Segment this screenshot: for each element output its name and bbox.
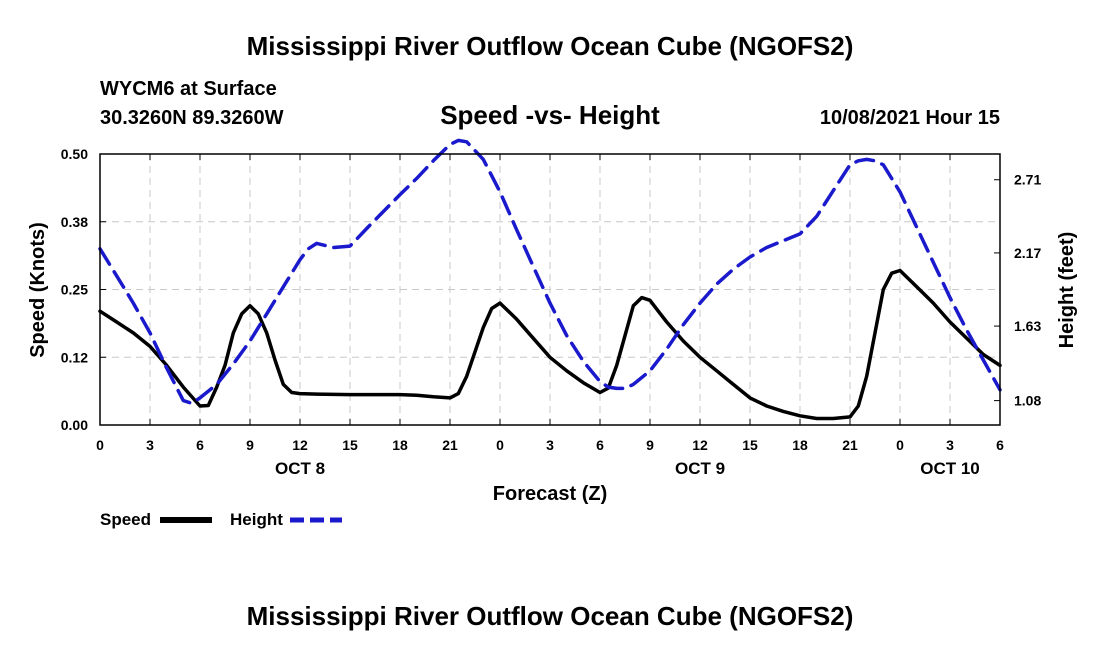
plot-frame [99, 153, 1001, 426]
station-label: WYCM6 at Surface [100, 78, 277, 100]
x-tick-label: 18 [392, 437, 408, 453]
x-tick-label: 6 [196, 437, 204, 453]
x-tick-label: 0 [96, 437, 104, 453]
x-tick-label: 15 [342, 437, 358, 453]
series-group [98, 138, 1002, 421]
x-tick-label: 9 [646, 437, 654, 453]
x-tick-label: 9 [246, 437, 254, 453]
y-tick-label: 0.00 [61, 417, 88, 433]
x-tick-label: 3 [546, 437, 554, 453]
date-label: OCT 8 [275, 459, 325, 478]
series-speed-line [98, 268, 1002, 421]
y-tick-label: 0.50 [61, 146, 88, 162]
x-tick-label: 3 [946, 437, 954, 453]
date-label: OCT 9 [675, 459, 725, 478]
date-label: OCT 10 [920, 459, 980, 478]
y2-axis-label: Height (feet) [1056, 232, 1078, 349]
x-axis-label: Forecast (Z) [493, 483, 607, 505]
bottom-title: Mississippi River Outflow Ocean Cube (NG… [247, 601, 854, 631]
x-tick-label: 6 [596, 437, 604, 453]
y-tick-label: 0.38 [61, 214, 88, 230]
series-height-line [98, 138, 1002, 406]
x-tick-label: 15 [742, 437, 758, 453]
x-tick-labels: 0 3 6 9 12 15 18 21 0 3 6 9 12 15 18 21 0 3 6 [96, 437, 1004, 453]
y-axis-label: Speed (Knots) [27, 222, 49, 358]
y2-tick-label: 2.71 [1014, 172, 1041, 188]
x-tick-label: 21 [442, 437, 458, 453]
x-tick-label: 0 [496, 437, 504, 453]
x-tick-label: 6 [996, 437, 1004, 453]
y2-tick-labels: 1.08 1.63 2.17 2.71 [1014, 172, 1041, 409]
legend-height-label: Height [230, 510, 283, 529]
y2-tick-label: 2.17 [1014, 245, 1041, 261]
coords-label: 30.3260N 89.3260W [100, 107, 284, 129]
date-labels: OCT 8 OCT 9 OCT 10 [275, 459, 980, 478]
y2-tick-label: 1.08 [1014, 393, 1041, 409]
legend: Speed Height [100, 510, 342, 529]
x-tick-label: 12 [292, 437, 308, 453]
x-tick-label: 0 [896, 437, 904, 453]
y-tick-label: 0.25 [61, 282, 88, 298]
x-tick-label: 21 [842, 437, 858, 453]
x-tick-label: 12 [692, 437, 708, 453]
y-tick-labels: 0.00 0.12 0.25 0.38 0.50 [61, 146, 88, 433]
y2-tick-label: 1.63 [1014, 318, 1041, 334]
datetime-label: 10/08/2021 Hour 15 [820, 107, 1000, 129]
y-tick-label: 0.12 [61, 349, 88, 365]
x-tick-label: 18 [792, 437, 808, 453]
x-tick-label: 3 [146, 437, 154, 453]
legend-speed-label: Speed [100, 510, 151, 529]
top-title: Mississippi River Outflow Ocean Cube (NG… [247, 31, 854, 61]
plot-title: Speed -vs- Height [440, 100, 660, 130]
